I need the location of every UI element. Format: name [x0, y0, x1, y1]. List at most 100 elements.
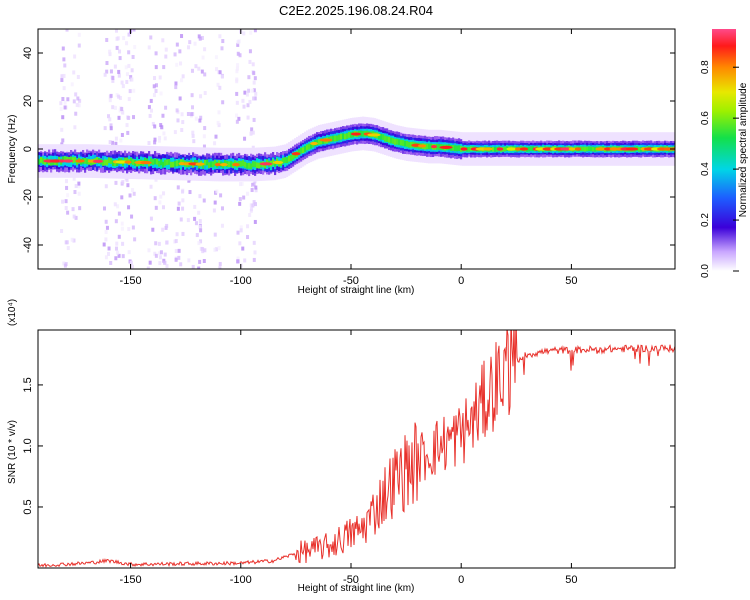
spectrogram-speckle	[120, 226, 124, 231]
spectrogram-speckle	[130, 214, 134, 219]
spectrogram-speckle	[217, 123, 221, 128]
spectrogram-speckle	[218, 261, 222, 266]
spectrogram-ridge	[224, 160, 227, 166]
spectrogram-speckle	[151, 121, 155, 126]
spectrogram-hotspot	[568, 147, 576, 151]
spectrogram-ridge	[230, 161, 233, 167]
spectrogram-speckle	[235, 113, 239, 118]
spectrogram-speckle	[125, 178, 129, 183]
spectrogram-ridge	[300, 147, 303, 154]
spectrogram-speckle	[238, 201, 242, 206]
snr-x-tick-label: -150	[120, 574, 142, 586]
spectrogram-speckle	[181, 74, 185, 79]
spectrogram-speckle	[161, 205, 165, 210]
spectrogram-hotspot	[367, 133, 381, 137]
spectrogram-speckle	[247, 88, 251, 93]
spectrogram-speckle	[127, 227, 131, 232]
spectrogram-ridge	[132, 159, 135, 166]
spectrogram-speckle	[118, 49, 122, 54]
snr-x-tick-label: 0	[458, 574, 464, 586]
spectrogram-speckle	[120, 221, 124, 226]
spectrogram-ridge	[204, 159, 207, 166]
snr-series-line	[38, 330, 675, 568]
spectrogram-speckle	[251, 130, 255, 135]
spectrogram-speckle	[178, 96, 182, 101]
spectrogram-speckle	[65, 185, 69, 190]
spectrogram-speckle	[127, 205, 131, 210]
spectrogram-speckle	[78, 206, 82, 211]
spectrogram-speckle	[165, 240, 169, 245]
spectrogram-speckle	[252, 80, 256, 85]
spectrogram-ridge	[258, 162, 261, 169]
spectrogram-speckle	[117, 115, 121, 120]
spectrogram-hotspot	[310, 141, 318, 146]
spectrogram-speckle	[120, 195, 124, 200]
spectrogram-speckle	[60, 77, 64, 82]
spectrogram-y-tick-label: -40	[22, 237, 34, 253]
spectrogram-ridge	[338, 134, 341, 141]
spectrogram-speckle	[126, 183, 130, 188]
spectrogram-speckle	[108, 140, 112, 145]
spectrogram-hotspot	[140, 161, 152, 165]
spectrogram-speckle	[158, 135, 162, 140]
spectrogram-ridge	[388, 136, 391, 143]
spectrogram-hotspot	[232, 163, 240, 167]
spectrogram-speckle	[186, 112, 190, 117]
spectrogram-ridge	[494, 147, 497, 152]
spectrogram-speckle	[108, 117, 112, 122]
spectrogram-speckle	[72, 238, 76, 243]
spectrogram-ridge	[38, 158, 41, 165]
spectrogram-ridge	[50, 159, 53, 166]
spectrogram-speckle	[63, 263, 67, 268]
spectrogram-speckle	[159, 250, 163, 255]
spectrogram-speckle	[213, 141, 217, 146]
spectrogram-speckle	[162, 191, 166, 196]
spectrogram-ridge	[384, 135, 387, 142]
spectrogram-ridge	[380, 133, 383, 140]
spectrogram-speckle	[105, 61, 109, 66]
spectrogram-ridge	[64, 156, 67, 163]
spectrogram-speckle	[174, 85, 178, 90]
colorbar-label: Normalized spectral amplitude	[738, 82, 749, 217]
spectrogram-ridge	[402, 140, 405, 146]
spectrogram-ridge	[264, 162, 267, 169]
spectrogram-speckle	[197, 34, 201, 39]
spectrogram-speckle	[127, 63, 131, 68]
spectrogram-speckle	[66, 210, 70, 215]
spectrogram-speckle	[120, 132, 124, 137]
spectrogram-speckle	[161, 38, 165, 43]
spectrogram-speckle	[187, 45, 191, 50]
spectrogram-speckle	[59, 106, 63, 111]
spectrogram-speckle	[63, 105, 67, 110]
spectrogram-speckle	[252, 200, 256, 205]
spectrogram-speckle	[193, 204, 197, 209]
spectrogram-ridge	[310, 142, 313, 149]
spectrogram-speckle	[181, 120, 185, 125]
spectrogram-speckle	[121, 180, 125, 185]
spectrogram-ridge	[172, 161, 175, 168]
spectrogram-speckle	[218, 34, 222, 39]
spectrogram-speckle	[220, 206, 224, 211]
spectrogram-hotspot	[574, 147, 582, 151]
spectrogram-ridge	[248, 162, 251, 169]
spectrogram-speckle	[191, 133, 195, 138]
spectrogram-speckle	[238, 241, 242, 246]
spectrogram-speckle	[65, 29, 69, 32]
spectrogram-ridge	[228, 161, 231, 168]
spectrogram-ridge	[318, 139, 321, 145]
spectrogram-ridge	[584, 146, 587, 152]
spectrogram-speckle	[216, 82, 220, 87]
spectrogram-speckle	[154, 253, 158, 258]
spectrogram-ridge	[214, 159, 217, 166]
spectrogram-speckle	[61, 199, 65, 204]
spectrogram-speckle	[124, 65, 128, 70]
spectrogram-speckle	[104, 184, 108, 189]
spectrogram-speckle	[113, 202, 117, 207]
spectrogram-panel: -150 -100 -50 0 50 -40 -20 0 20 40 Height of str…	[7, 28, 676, 296]
spectrogram-speckle	[104, 237, 108, 242]
spectrogram-ridge	[162, 161, 165, 168]
spectrogram-speckle	[62, 57, 66, 62]
spectrogram-speckle	[113, 64, 117, 69]
spectrogram-ridge	[302, 147, 305, 154]
